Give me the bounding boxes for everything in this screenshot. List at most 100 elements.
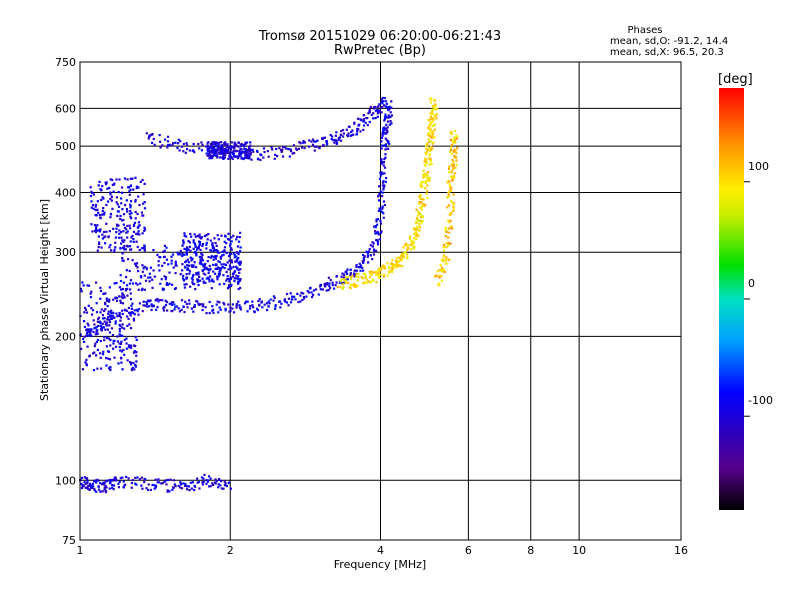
echo-point: [96, 478, 99, 481]
echo-point: [86, 345, 89, 348]
echo-point: [161, 264, 164, 267]
echo-point: [383, 203, 386, 207]
echo-point: [162, 307, 165, 310]
echo-point: [166, 144, 170, 147]
echo-point: [375, 218, 378, 221]
echo-point: [233, 253, 236, 256]
echo-point: [237, 300, 240, 303]
echo-point: [104, 308, 107, 311]
echo-point: [433, 128, 436, 131]
echo-point: [344, 282, 347, 285]
echo-point: [193, 261, 196, 264]
echo-point: [182, 305, 185, 308]
echo-point: [339, 286, 342, 289]
echo-point: [99, 328, 103, 331]
echo-point: [382, 216, 385, 219]
echo-point: [397, 264, 400, 267]
echo-point: [232, 252, 235, 255]
echo-point: [126, 230, 129, 233]
echo-point: [310, 291, 313, 294]
echo-point: [289, 150, 293, 153]
echo-point: [238, 306, 241, 309]
echo-point: [403, 244, 407, 247]
echo-point: [388, 265, 391, 268]
echo-point: [201, 308, 204, 312]
echo-point: [182, 279, 186, 282]
echo-point: [212, 247, 216, 250]
echo-point: [136, 245, 139, 249]
echo-point: [132, 361, 135, 365]
echo-point: [217, 478, 221, 481]
echo-point: [378, 185, 381, 188]
echo-point: [422, 169, 425, 172]
echo-point: [452, 161, 455, 164]
echo-point: [121, 259, 124, 262]
echo-point: [355, 133, 358, 136]
echo-point: [450, 189, 453, 192]
echo-point: [185, 485, 189, 488]
echo-point: [211, 483, 215, 487]
echo-point: [377, 105, 380, 108]
echo-point: [430, 117, 433, 121]
echo-point: [442, 243, 446, 246]
echo-point: [229, 148, 233, 151]
echo-point: [227, 255, 231, 258]
echo-point: [141, 202, 145, 205]
echo-point: [194, 288, 197, 291]
echo-point: [209, 142, 213, 146]
echo-point: [104, 491, 107, 494]
echo-point: [235, 255, 238, 258]
echo-point: [341, 272, 344, 275]
echo-point: [211, 141, 214, 144]
echo-point: [390, 100, 393, 103]
echo-point: [139, 275, 143, 278]
echo-point: [341, 128, 345, 132]
echo-point: [288, 155, 291, 158]
echo-point: [416, 218, 419, 221]
echo-point: [233, 143, 236, 146]
echo-point: [124, 289, 128, 292]
echo-point: [86, 481, 89, 485]
echo-point: [129, 292, 132, 295]
echo-point: [229, 265, 232, 269]
echo-point: [453, 172, 457, 175]
echo-point: [382, 161, 386, 164]
echo-point: [379, 273, 383, 276]
echo-point: [180, 482, 183, 485]
echo-point: [436, 107, 439, 110]
echo-point: [422, 174, 425, 177]
echo-point: [371, 257, 374, 261]
echo-point: [335, 131, 338, 134]
echo-point: [118, 286, 122, 289]
echo-point: [444, 234, 447, 238]
echo-point: [95, 311, 99, 314]
echo-point: [386, 274, 389, 277]
echo-point: [249, 304, 252, 308]
echo-point: [390, 122, 393, 125]
echo-point: [108, 246, 111, 249]
echo-point: [391, 268, 395, 271]
echo-point: [235, 144, 238, 147]
echo-point: [452, 205, 455, 208]
echo-point: [117, 295, 121, 298]
echo-point: [428, 124, 431, 127]
echo-point: [114, 320, 117, 323]
echo-point: [369, 254, 372, 257]
echo-point: [99, 482, 102, 485]
echo-point: [128, 245, 132, 248]
echo-point: [126, 359, 129, 362]
echo-point: [125, 475, 128, 479]
echo-point: [140, 476, 144, 479]
echo-point: [142, 300, 145, 303]
echo-point: [283, 299, 286, 302]
echo-point: [432, 105, 436, 108]
echo-point: [104, 235, 107, 238]
echo-point: [119, 217, 122, 221]
echo-point: [159, 299, 162, 302]
echo-point: [398, 259, 401, 262]
echo-point: [135, 360, 138, 363]
echo-point: [109, 480, 112, 483]
echo-point: [377, 274, 380, 277]
echo-point: [444, 258, 448, 261]
echo-point: [442, 249, 446, 252]
